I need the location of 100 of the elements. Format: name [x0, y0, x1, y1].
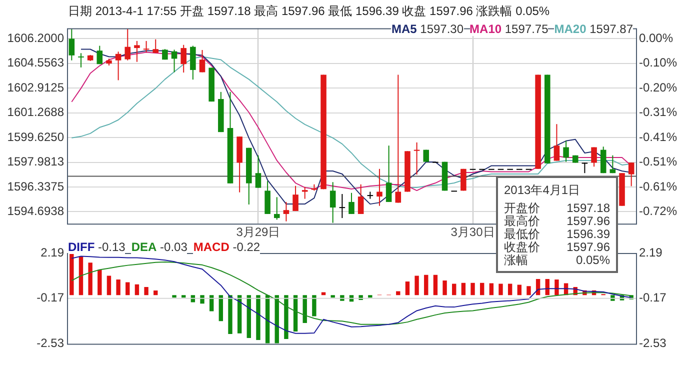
y2-tick-label: -0.17 — [639, 290, 667, 305]
y2-tick-label: -0.10% — [639, 56, 678, 70]
bar — [154, 290, 158, 296]
bar — [508, 284, 512, 296]
bar — [526, 286, 531, 296]
candlestick — [152, 38, 159, 54]
bar — [293, 295, 298, 332]
y-tick-label: -2.53 — [36, 336, 64, 350]
candlestick — [199, 49, 206, 73]
bar — [480, 282, 484, 296]
bar — [442, 280, 447, 296]
bar — [172, 295, 176, 298]
candlestick — [68, 28, 75, 61]
y2-tick-label: -0.41% — [639, 130, 678, 144]
series-label: DEA -0.03 — [131, 240, 188, 254]
y-tick-label: 2.19 — [40, 245, 64, 260]
candlestick — [554, 124, 560, 162]
bar — [134, 284, 140, 296]
candlestick — [96, 45, 103, 65]
y-tick-label: 1599.6250 — [7, 130, 64, 144]
bar — [126, 282, 130, 296]
y-tick-label: 1594.6938 — [7, 204, 64, 218]
x-tick-label: 3月29日 — [236, 225, 280, 240]
text: MA10 1597.75 — [470, 22, 548, 36]
y-tick-label: 1601.2688 — [7, 105, 64, 120]
bar — [246, 295, 251, 338]
bar — [209, 295, 214, 312]
bar — [321, 292, 326, 296]
bar — [424, 274, 428, 296]
y-tick-label: 1604.5563 — [7, 56, 64, 70]
bar — [218, 295, 224, 322]
bar — [106, 276, 112, 296]
y2-tick-label: -0.51% — [639, 154, 678, 169]
y-tick-label: 1606.2000 — [7, 31, 64, 46]
bar — [98, 270, 102, 296]
candlestick — [610, 154, 616, 174]
x-tick-label: 3月30日 — [450, 225, 495, 240]
candlestick — [292, 185, 298, 212]
y-tick-label: 1596.3375 — [7, 179, 64, 194]
candlestick — [423, 149, 430, 162]
candlestick — [134, 40, 140, 62]
bar — [312, 295, 316, 316]
candlestick — [255, 154, 262, 188]
bar — [330, 295, 335, 298]
bar — [70, 253, 74, 296]
candlestick — [283, 201, 290, 222]
y2-tick-label: -0.61% — [639, 179, 678, 194]
candlestick — [386, 145, 392, 202]
y2-tick-label: 0.00% — [639, 31, 674, 46]
y2-tick-label: -0.31% — [639, 105, 678, 120]
candlestick — [358, 184, 364, 214]
y-tick-label: 1597.9813 — [7, 154, 64, 169]
candlestick — [591, 146, 597, 168]
y2-tick-label: -0.20% — [639, 80, 678, 94]
text: MACD -0.22 — [193, 240, 260, 254]
bar — [88, 262, 92, 296]
annotation: 2013年4月1日 — [504, 182, 582, 199]
candlestick — [171, 49, 178, 73]
bar — [78, 256, 84, 296]
bar — [228, 295, 232, 334]
candlestick — [264, 180, 270, 214]
candlestick — [414, 142, 420, 176]
series-label: DIFF -0.13 — [68, 240, 126, 254]
bar — [554, 280, 559, 296]
bar — [452, 284, 456, 296]
candlestick — [376, 168, 382, 206]
bar — [182, 295, 186, 298]
candlestick — [274, 196, 280, 220]
candlestick — [348, 192, 354, 214]
bar — [256, 295, 260, 340]
y-tick-label: 1602.9125 — [7, 80, 64, 94]
y2-tick-label: -2.53 — [639, 336, 667, 350]
bar — [144, 287, 148, 296]
candlestick — [582, 162, 588, 174]
bar — [517, 284, 522, 296]
bar — [414, 276, 419, 296]
bar — [368, 295, 372, 298]
bar — [405, 281, 410, 296]
text: MA5 1597.30 — [391, 22, 464, 36]
bar — [433, 274, 438, 296]
candlestick — [302, 186, 308, 200]
candlestick — [600, 146, 606, 174]
bar — [489, 283, 494, 296]
candlestick — [330, 182, 336, 224]
text: MA20 1597.87 — [554, 22, 633, 36]
bar — [498, 284, 503, 296]
y2-tick-label: -0.72% — [639, 204, 678, 218]
candlestick — [190, 45, 196, 80]
bar — [470, 282, 475, 296]
candlestick — [115, 51, 122, 81]
candlestick — [180, 44, 186, 74]
candlestick — [395, 74, 402, 204]
bar — [116, 280, 120, 296]
candlestick — [124, 28, 131, 61]
candlestick — [339, 193, 346, 219]
bar — [461, 282, 466, 296]
info-panel: 2013年4月1日 开盘价 1597.18 最高价 1597.96 最低价 1596.39 收盘价 1597.96 涨幅 0.05% — [496, 176, 618, 273]
bar — [237, 295, 242, 334]
y-tick-label: -0.17 — [36, 290, 64, 305]
bar — [284, 295, 288, 339]
